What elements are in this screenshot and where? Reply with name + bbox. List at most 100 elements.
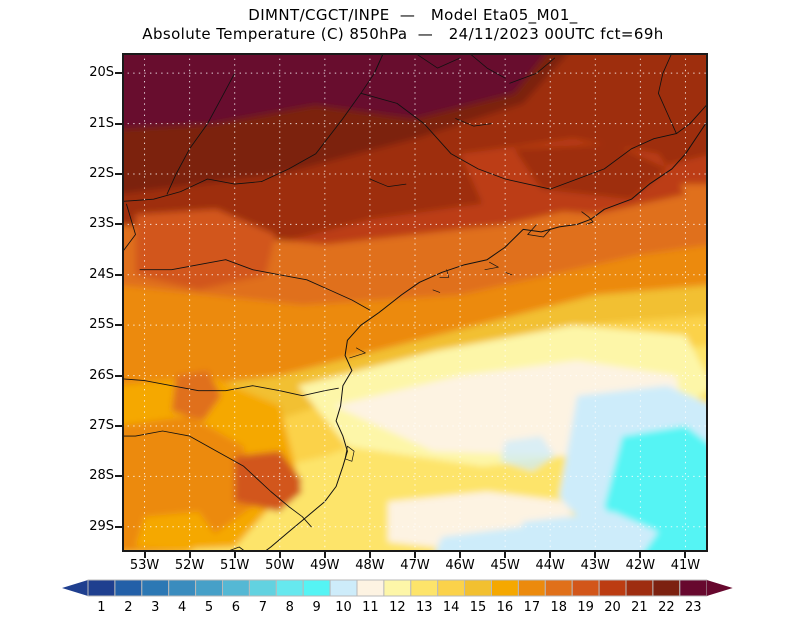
x-axis-tick-mark bbox=[684, 552, 687, 558]
x-axis-tick-label: 44W bbox=[535, 558, 565, 573]
chart-subtitle: Absolute Temperature (C) 850hPa — 24/11/… bbox=[142, 25, 664, 43]
colorbar-swatch[interactable] bbox=[275, 579, 304, 597]
y-axis-tick-label: 23S bbox=[89, 216, 114, 232]
colorbar-tick-label: 19 bbox=[577, 600, 594, 615]
colorbar-swatch[interactable] bbox=[491, 579, 519, 597]
colorbar-tick-label: 11 bbox=[362, 600, 379, 615]
x-axis-tick-label: 41W bbox=[670, 558, 701, 573]
colorbar-tick-label: 4 bbox=[178, 600, 187, 615]
chart-title-block: DIMNT/CGCT/INPE — Model Eta05_M01_ Absol… bbox=[0, 6, 800, 44]
x-axis-tick-mark bbox=[188, 552, 191, 558]
colorbar-swatch[interactable] bbox=[437, 579, 466, 597]
x-axis-tick-label: 43W bbox=[580, 558, 610, 573]
colorbar-swatch[interactable] bbox=[195, 579, 224, 597]
y-axis-tick-mark bbox=[115, 475, 122, 478]
colorbar-swatch[interactable] bbox=[571, 579, 600, 597]
x-axis-tick-label: 42W bbox=[625, 558, 656, 573]
y-axis-tick-mark bbox=[115, 122, 122, 125]
colorbar-swatch[interactable] bbox=[679, 579, 708, 597]
y-axis-tick-mark bbox=[115, 223, 122, 226]
y-axis-tick-label: 25S bbox=[89, 317, 114, 333]
colorbar-swatches[interactable] bbox=[0, 576, 800, 600]
y-axis-tick-label: 20S bbox=[89, 65, 114, 81]
x-axis-tick-label: 53W bbox=[129, 558, 160, 573]
colorbar-tick-label: 13 bbox=[415, 600, 433, 615]
y-axis-tick-label: 29S bbox=[89, 518, 114, 534]
x-axis-tick-mark bbox=[278, 552, 281, 558]
colorbar-swatch[interactable] bbox=[222, 579, 250, 597]
colorbar-tick-label: 18 bbox=[550, 600, 568, 615]
x-axis-tick-mark bbox=[459, 552, 462, 558]
x-axis-tick-label: 52W bbox=[174, 558, 205, 573]
y-axis-tick-mark bbox=[115, 374, 122, 377]
colorbar-swatch[interactable] bbox=[356, 579, 385, 597]
colorbar-tick-label: 2 bbox=[124, 600, 133, 615]
colorbar-tick-label: 5 bbox=[204, 600, 214, 615]
temperature-map[interactable] bbox=[122, 53, 708, 552]
colorbar-swatch[interactable] bbox=[544, 579, 573, 597]
colorbar-swatch[interactable] bbox=[302, 579, 331, 597]
colorbar-tick-label: 16 bbox=[496, 600, 514, 615]
colorbar-tick-label: 9 bbox=[312, 600, 321, 615]
colorbar-swatch[interactable] bbox=[114, 579, 143, 597]
colorbar-tick-label: 10 bbox=[335, 600, 352, 615]
x-axis-tick-mark bbox=[549, 552, 552, 558]
colorbar-swatch[interactable] bbox=[625, 579, 654, 597]
colorbar-swatch[interactable] bbox=[248, 579, 277, 597]
y-axis-tick-mark bbox=[115, 525, 122, 528]
colorbar-tick-label: 17 bbox=[523, 600, 541, 615]
x-axis-tick-label: 48W bbox=[355, 558, 385, 573]
colorbar-swatch[interactable] bbox=[383, 579, 412, 597]
y-axis-tick-mark bbox=[115, 324, 122, 327]
x-axis-tick-mark bbox=[233, 552, 236, 558]
colorbar-tick-label: 22 bbox=[658, 600, 675, 615]
x-axis-tick-label: 50W bbox=[265, 558, 295, 573]
colorbar-swatch[interactable] bbox=[168, 579, 197, 597]
colorbar-tick-label: 23 bbox=[684, 600, 702, 615]
x-axis-tick-mark bbox=[504, 552, 507, 558]
colorbar-tick-label: 7 bbox=[258, 600, 267, 615]
colorbar-tick-label: 6 bbox=[231, 600, 241, 615]
temperature-field-svg bbox=[122, 53, 708, 552]
y-axis-tick-mark bbox=[115, 273, 122, 276]
x-axis-tick-mark bbox=[143, 552, 146, 558]
page-title: DIMNT/CGCT/INPE — Model Eta05_M01_ bbox=[248, 6, 578, 24]
x-axis-tick-mark bbox=[639, 552, 642, 558]
y-axis-tick-mark bbox=[115, 172, 122, 175]
colorbar-tick-label: 14 bbox=[442, 600, 460, 615]
colorbar-swatch[interactable] bbox=[598, 579, 627, 597]
colorbar-swatch[interactable] bbox=[141, 579, 170, 597]
colorbar-tick-label: 1 bbox=[97, 600, 106, 615]
x-axis-tick-mark bbox=[594, 552, 597, 558]
colorbar-swatch[interactable] bbox=[652, 579, 681, 597]
x-axis-tick-label: 47W bbox=[400, 558, 430, 573]
x-axis-tick-mark bbox=[414, 552, 416, 558]
x-axis-tick-label: 45W bbox=[490, 558, 520, 573]
colorbar-swatch[interactable] bbox=[329, 579, 358, 597]
x-axis-tick-mark bbox=[323, 552, 326, 558]
colorbar-over-cap bbox=[706, 580, 733, 596]
colorbar[interactable]: 1 2 3 4 5 6 7 8 9 10 11 12 13 14 15 16 17 18 19 20 21 22 23 bbox=[0, 576, 800, 618]
colorbar-swatch[interactable] bbox=[410, 579, 439, 597]
colorbar-tick-label: 3 bbox=[151, 600, 160, 615]
colorbar-swatch[interactable] bbox=[87, 579, 116, 597]
colorbar-tick-label: 21 bbox=[631, 600, 648, 615]
x-axis-tick-label: 49W bbox=[310, 558, 340, 573]
y-axis-tick-label: 21S bbox=[89, 115, 114, 131]
colorbar-swatch[interactable] bbox=[517, 579, 546, 597]
y-axis-tick-label: 26S bbox=[89, 367, 114, 383]
colorbar-tick-label: 12 bbox=[389, 600, 406, 615]
y-axis-tick-mark bbox=[115, 424, 122, 427]
colorbar-tick-label: 8 bbox=[285, 600, 294, 615]
colorbar-tick-label: 15 bbox=[469, 600, 487, 615]
x-axis-tick-label: 51W bbox=[219, 558, 250, 573]
y-axis-tick-mark bbox=[115, 72, 122, 75]
colorbar-swatch[interactable] bbox=[464, 579, 493, 597]
x-axis-tick-mark bbox=[368, 552, 371, 558]
x-axis-tick-label: 46W bbox=[445, 558, 475, 573]
colorbar-under-cap bbox=[62, 580, 88, 596]
y-axis-tick-label: 22S bbox=[89, 165, 114, 181]
y-axis-tick-label: 28S bbox=[89, 468, 114, 484]
colorbar-tick-label: 20 bbox=[604, 600, 621, 615]
y-axis-tick-label: 27S bbox=[89, 417, 114, 433]
